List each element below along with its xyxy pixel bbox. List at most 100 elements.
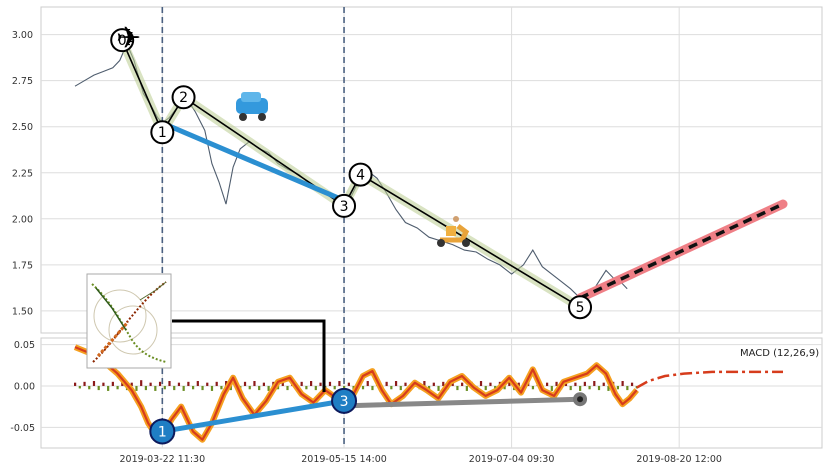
histogram-bar [626, 385, 629, 391]
zigzag-point-label: 4 [356, 168, 365, 184]
histogram-bar [83, 381, 86, 386]
histogram-bar [258, 385, 261, 391]
histogram-bar [140, 380, 143, 386]
projection-dashed-line [579, 202, 784, 300]
indicator-point-label: 3 [340, 394, 349, 410]
connector-line [172, 319, 326, 392]
zigzag-point-label: 1 [158, 125, 167, 141]
histogram-bar [144, 385, 147, 391]
histogram-bar [574, 382, 577, 386]
histogram-bar [442, 381, 445, 386]
histogram-bar [583, 381, 586, 386]
histogram-bar [173, 385, 176, 391]
price-y-tick-labels: 1.50 1.75 2.00 2.25 2.50 2.75 3.00 [12, 30, 33, 317]
x-tick-label: 2019-07-04 09:30 [469, 454, 555, 465]
zigzag-point-marker [568, 295, 593, 320]
x-tick-labels: 2019-03-22 11:30 2019-05-15 14:00 2019-07-… [120, 454, 722, 465]
histogram-bar [220, 385, 223, 390]
histogram-bar [616, 385, 619, 390]
histogram-bar [531, 385, 535, 390]
histogram-bar [177, 382, 181, 386]
grey-end-marker-center [577, 396, 584, 403]
indicator-trend-line [159, 398, 347, 434]
histogram-bar [305, 385, 308, 390]
histogram-bar [607, 385, 610, 391]
price-y-tick-label: 1.75 [12, 260, 33, 271]
histogram-bar [437, 385, 440, 391]
histogram-bar [116, 385, 119, 390]
indicator-y-tick-label: -0.05 [10, 423, 35, 434]
macd-projection-dashdot [636, 370, 783, 389]
histogram-bar [187, 381, 190, 386]
zigzag-point-label: 3 [340, 199, 349, 215]
histogram-bar [432, 382, 435, 386]
x-tick-label: 2019-05-15 14:00 [301, 454, 387, 465]
scatter-thumbnail-icon [86, 273, 172, 369]
histogram-bar [371, 385, 374, 391]
histogram-bar [168, 381, 171, 386]
histogram-bar [107, 385, 110, 391]
price-y-tick-label: 1.50 [12, 306, 33, 317]
histogram-bar [248, 385, 251, 390]
price-y-tick-label: 2.00 [12, 214, 33, 225]
histogram-bar [385, 381, 388, 386]
histogram-bar [78, 385, 81, 389]
zigzag-point-label: 0 [118, 33, 127, 49]
histogram-bar [267, 385, 270, 391]
histogram-bar [182, 385, 185, 391]
indicator-panel-content: 13 [73, 338, 783, 448]
histogram-bar [215, 381, 218, 386]
histogram-bar [456, 385, 459, 391]
histogram-bar [546, 382, 549, 386]
histogram-bar [74, 382, 77, 386]
histogram-bar [97, 385, 100, 391]
histogram-bar [404, 382, 407, 386]
histogram-bar [465, 385, 468, 391]
zigzag-point-marker [150, 120, 175, 145]
zigzag-point-label: 2 [179, 90, 188, 106]
histogram-bar [201, 385, 204, 391]
indicator-y-tick-label: 0.00 [14, 381, 35, 392]
histogram-bar [361, 385, 365, 390]
histogram-bar [154, 385, 157, 391]
macd-legend: MACD (12,26,9) [740, 348, 819, 359]
histogram-bar [92, 381, 96, 386]
histogram-bar [286, 385, 289, 391]
histogram-bar [602, 382, 605, 386]
histogram-bar [253, 381, 256, 386]
histogram-bar [394, 381, 398, 386]
histogram-bar [579, 385, 582, 391]
zigzag-point-label: 5 [576, 300, 585, 316]
svg-text:✈: ✈ [116, 21, 141, 56]
histogram-bar [163, 385, 166, 390]
histogram-bar [130, 382, 133, 386]
histogram-bar [517, 382, 520, 386]
histogram-bar [347, 382, 350, 386]
histogram-bar [621, 381, 624, 386]
histogram-bar [206, 382, 209, 386]
histogram-bar [390, 385, 393, 390]
histogram-bar [508, 381, 511, 386]
histogram-bar [149, 382, 152, 386]
histogram-bar [333, 385, 336, 390]
histogram-bar [555, 381, 558, 386]
histogram-bar [196, 381, 199, 386]
indicator-point-label: 1 [158, 424, 167, 440]
histogram-bar [314, 385, 317, 391]
histogram-bar [484, 385, 487, 391]
histogram-bar [461, 382, 464, 386]
histogram-bar [111, 381, 114, 386]
histogram-bar [338, 381, 341, 386]
histogram-bar [229, 385, 232, 391]
histogram-bar [192, 385, 195, 390]
histogram-bar [276, 385, 280, 390]
price-trend-line [159, 120, 347, 203]
histogram-bar [503, 385, 506, 390]
histogram-bar [102, 382, 105, 386]
zigzag-point-marker [171, 85, 196, 110]
histogram-bar [243, 381, 247, 386]
x-tick-label: 2019-03-22 11:30 [120, 454, 206, 465]
grey-trend-line [341, 396, 583, 409]
histogram-bar [210, 385, 214, 391]
